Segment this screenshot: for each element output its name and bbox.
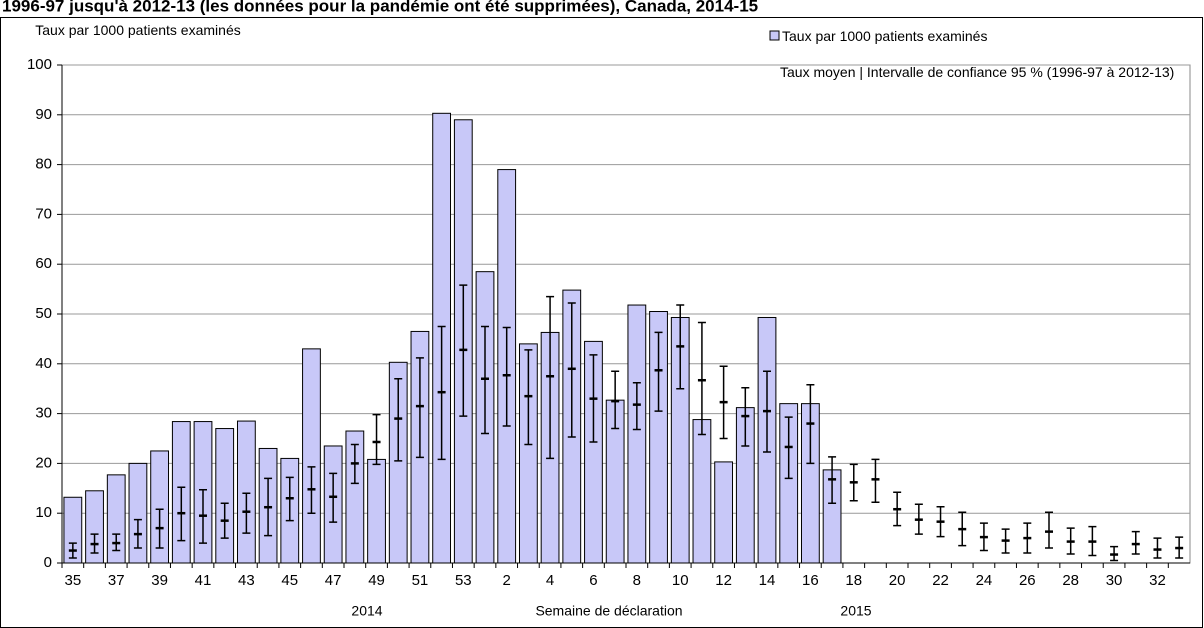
x-tick-label: 47 [325,572,342,589]
x-tick-label: 22 [932,572,949,589]
error-bar [372,413,381,466]
x-tick-label: 16 [802,572,819,589]
bar [714,461,734,564]
x-tick-label: 51 [412,572,429,589]
x-tick-label: 30 [1106,572,1123,589]
x-tick-label: 45 [281,572,298,589]
x-tick-label: 41 [195,572,212,589]
error-bar [697,321,706,436]
y-tick-label: 80 [35,156,52,173]
x-tick-label: 26 [1019,572,1036,589]
y-tick-label: 30 [35,405,52,422]
error-bar [242,492,251,534]
error-bar [654,331,663,412]
x-tick-label: 43 [238,572,255,589]
x-tick-label: 4 [546,572,554,589]
bar [302,348,321,564]
error-bar [1045,511,1053,549]
error-bar [632,381,641,431]
y-tick-label: 90 [35,106,52,123]
bar [692,419,712,564]
year-label: 2015 [840,603,871,619]
bar [367,458,386,564]
y-tick-label: 20 [35,454,52,471]
x-tick-label: 39 [151,572,168,589]
y-tick-label: 10 [35,504,52,521]
y-tick-label: 40 [35,355,52,372]
bar [236,420,256,564]
y-tick-label: 60 [35,255,52,272]
y-tick-label: 0 [44,554,52,571]
x-tick-label: 20 [889,572,906,589]
error-bar [871,458,880,503]
y-axis-label: Taux par 1000 patients examinés [35,22,241,38]
y-tick-label: 70 [35,205,52,222]
x-tick-label: 10 [672,572,689,589]
x-tick-label: 2 [503,572,511,589]
x-tick-label: 18 [845,572,862,589]
legend-entry: Taux par 1000 patients examinés [782,28,988,44]
error-bar [1153,537,1162,559]
y-tick-label: 100 [27,56,52,73]
bar [215,428,235,564]
x-tick-label: 14 [759,572,776,589]
x-tick-label: 6 [589,572,597,589]
x-tick-label: 49 [368,572,385,589]
chart-title: 1996-97 jusqu'à 2012-13 (les données pou… [2,0,758,15]
x-tick-label: 37 [108,572,125,589]
x-tick-label: 32 [1149,572,1166,589]
x-tick-label: 35 [65,572,82,589]
x-axis-label: Semaine de déclaration [535,603,682,619]
x-tick-label: 53 [455,572,472,589]
error-bar [502,326,511,427]
x-tick-label: 12 [715,572,732,589]
x-tick-label: 8 [633,572,641,589]
legend-entry: Taux moyen | Intervalle de confiance 95 … [780,64,1175,80]
y-tick-label: 50 [35,305,52,322]
year-label: 2014 [351,603,382,619]
bar [627,304,647,564]
x-tick-label: 28 [1062,572,1079,589]
x-tick-label: 24 [976,572,993,589]
legend-swatch [769,30,780,41]
error-bar [415,357,424,459]
